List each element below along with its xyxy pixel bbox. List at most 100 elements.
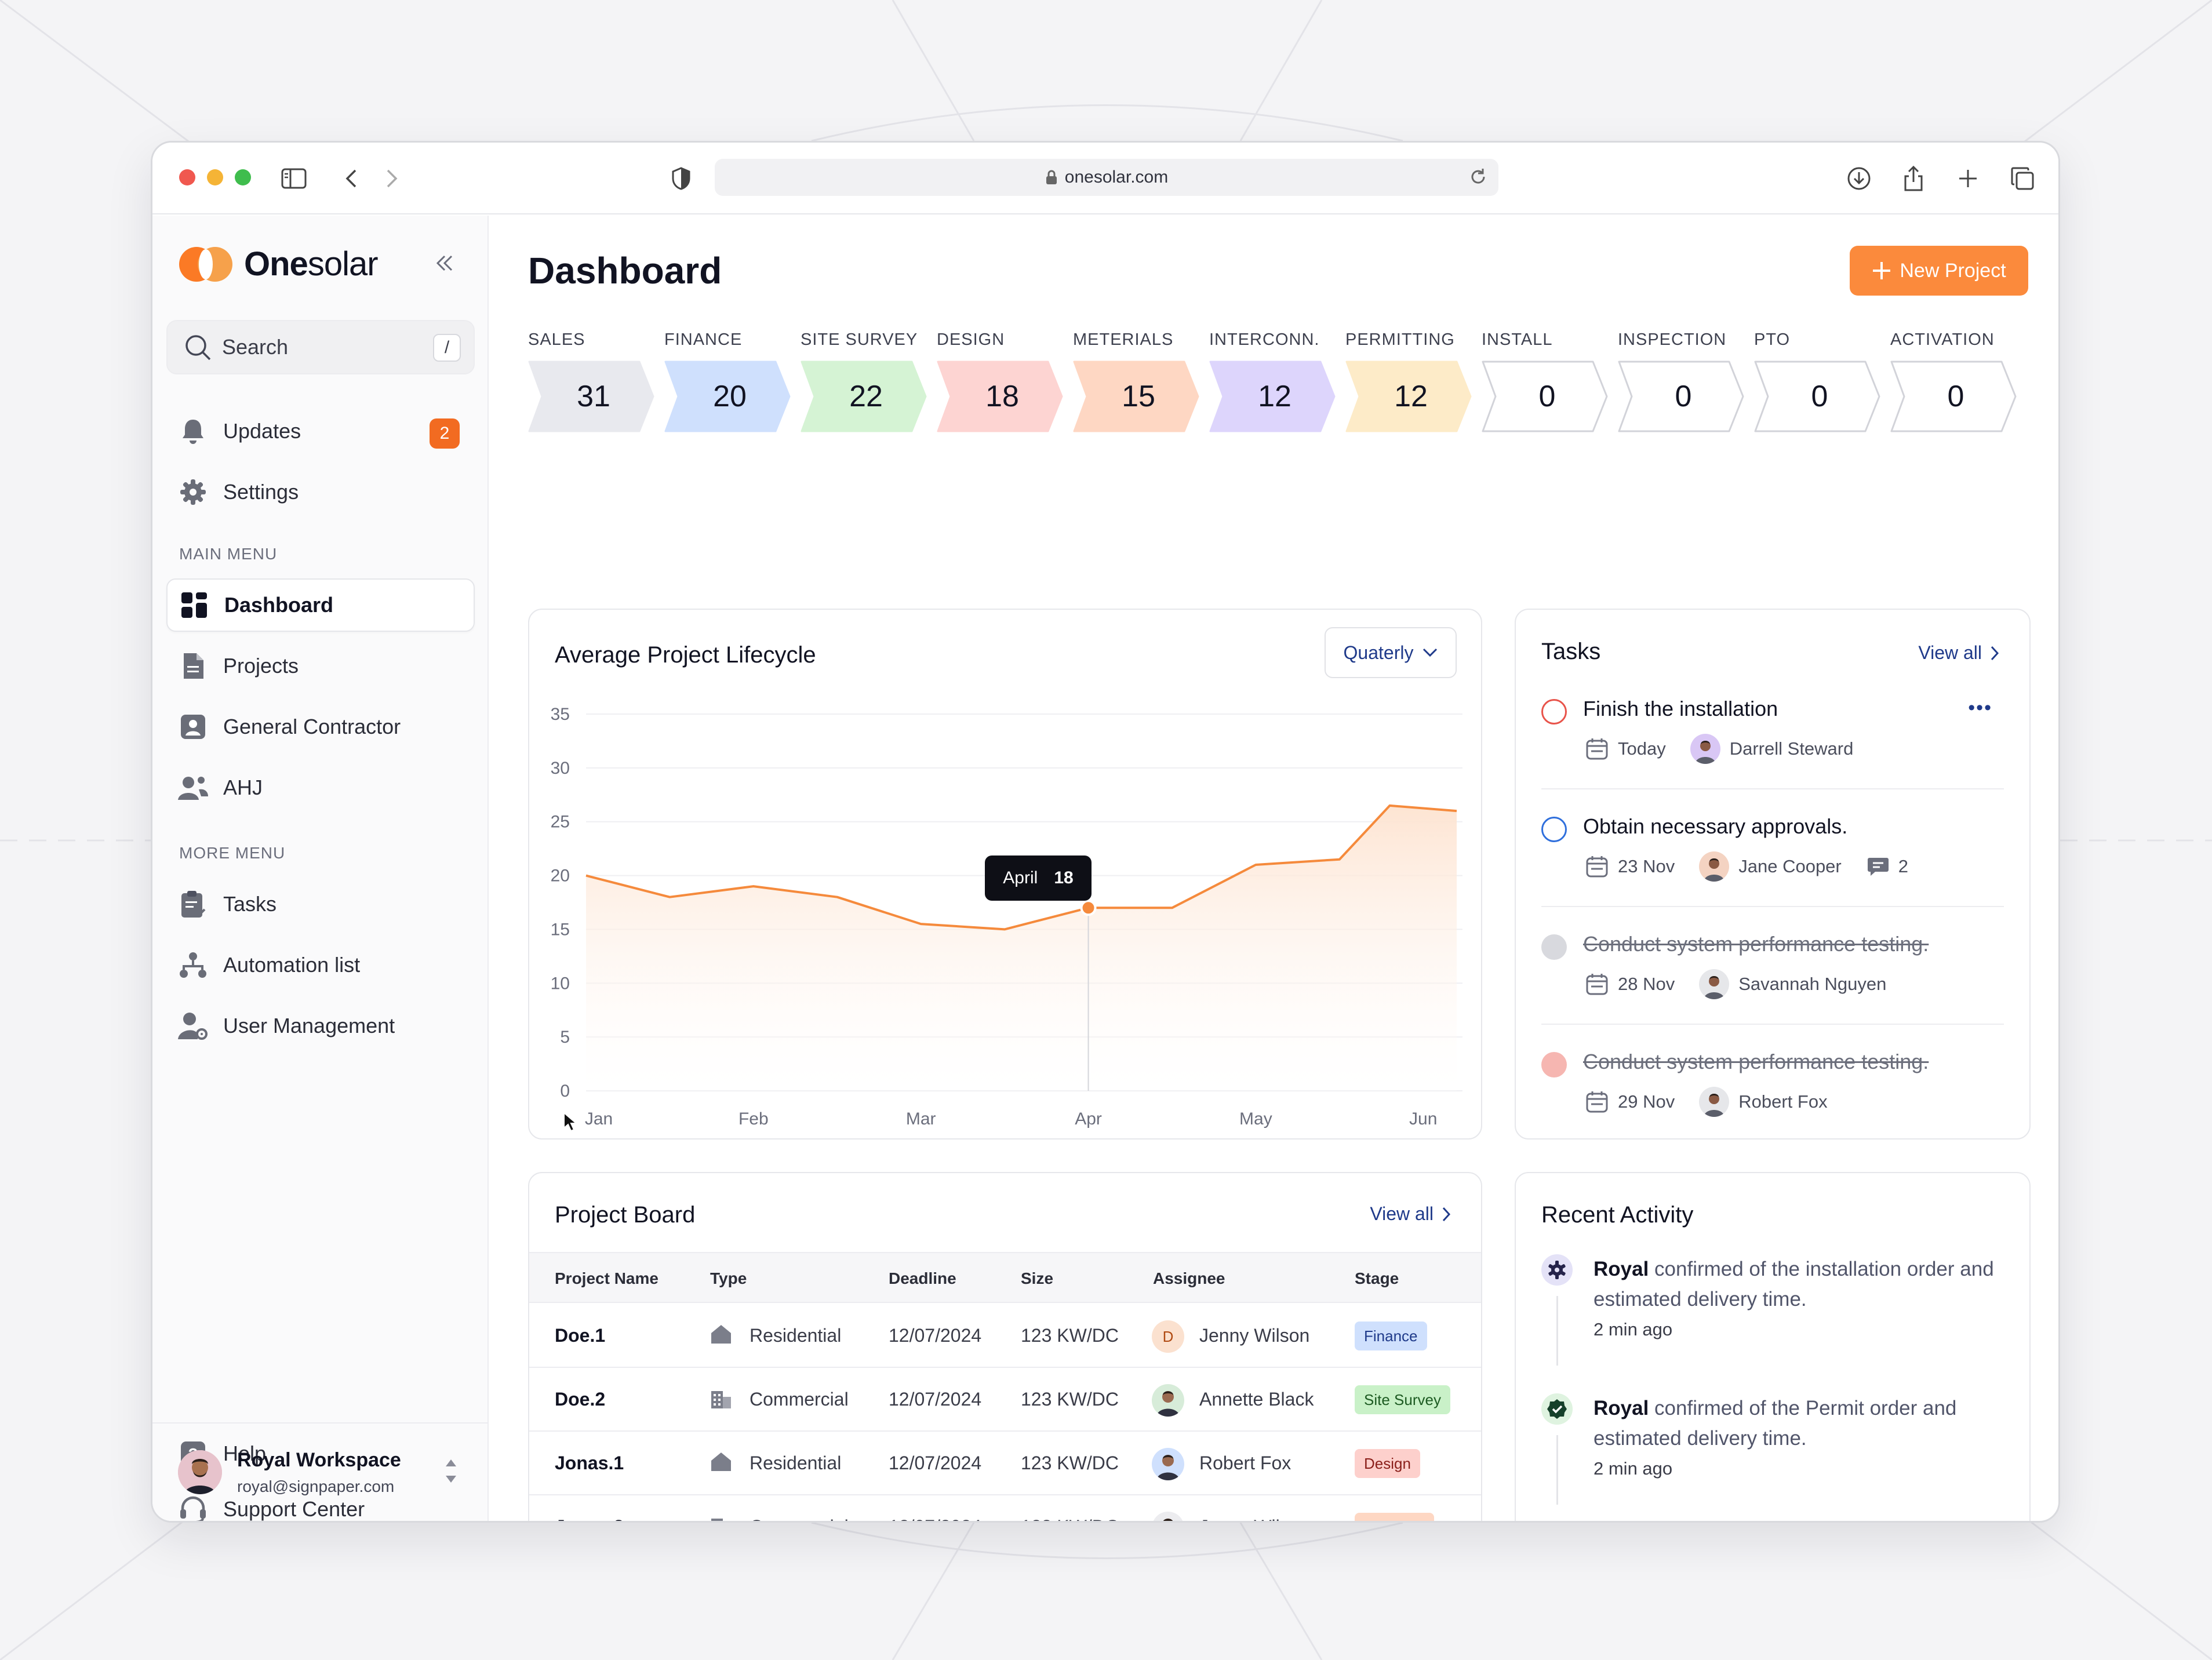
sidebar-item-label: Updates [223,419,301,443]
minimize-window-button[interactable] [207,169,223,185]
tasks-view-all-link[interactable]: View all [1918,642,1999,664]
sidebar-item-support-center[interactable]: Support Center [166,1483,475,1521]
maximize-window-button[interactable] [235,169,251,185]
workspace-switcher[interactable]: Royal Workspace royal@signpaper.com [152,1422,487,1521]
column-header[interactable]: Assignee [1153,1269,1225,1287]
building-icon [711,1519,723,1521]
new-tab-icon[interactable] [1955,166,1981,191]
lifecycle-chart-card: Average Project Lifecycle Quaterly 0 5 10 1… [528,609,1482,1140]
task-checkbox[interactable] [1541,699,1567,725]
project-name[interactable]: Jonas.1 [555,1452,624,1473]
sidebar-toggle-icon[interactable] [281,166,307,191]
sidebar-item-help[interactable]: ? Help [166,1427,475,1480]
stage-chevron[interactable] [1345,361,1473,432]
task-checkbox[interactable] [1541,934,1567,960]
stage-count: 15 [1122,380,1155,413]
column-header[interactable]: Deadline [889,1269,956,1287]
sidebar-item-updates[interactable]: Updates 2 [166,405,475,458]
task-checkbox[interactable] [1541,1052,1567,1077]
table-row[interactable]: Jonas.1 Residential 12/07/2024 123 KW/DC… [529,1432,1481,1495]
task-item[interactable]: Finish the installation ••• Today Darrel… [1541,697,2004,772]
close-window-button[interactable] [179,169,195,185]
stage-chevron[interactable] [1618,361,1745,432]
stage-chevron[interactable] [1209,361,1337,432]
avatar [1699,851,1730,882]
stage-chevron[interactable] [528,361,656,432]
forward-icon[interactable] [380,166,405,191]
x-tick-label: Apr [1075,1109,1102,1128]
stage-label: METERIALS [1073,330,1174,349]
task-checkbox[interactable] [1541,817,1567,842]
chevron-right-icon [1442,1207,1451,1221]
task-item[interactable]: Conduct system performance testing. 29 N… [1541,1050,2004,1125]
stage-chevron[interactable] [1754,361,1882,432]
project-name[interactable]: Doe.1 [555,1325,606,1346]
activity-item[interactable]: Royal confirmed of the Permit order and … [1541,1393,2004,1509]
clipboard-icon [178,889,208,919]
sidebar-item-projects[interactable]: Projects [166,639,475,693]
sidebar-item-general-contractor[interactable]: General Contractor [166,700,475,753]
stage-chevron[interactable] [1890,361,2018,432]
sidebar-item-user-management[interactable]: User Management [166,999,475,1053]
stage-count: 0 [1811,380,1828,413]
project-name[interactable]: Jonas.2 [555,1516,624,1521]
y-tick-label: 25 [551,813,570,832]
table-row[interactable]: Doe.1 Residential 12/07/2024 123 KW/DC D… [529,1304,1481,1368]
sidebar-item-ahj[interactable]: AHJ [166,761,475,814]
table-row[interactable]: Jonas.2 Commercial 12/07/2024 123 KW/DC … [529,1495,1481,1521]
tabs-overview-icon[interactable] [2010,166,2035,191]
task-title: Conduct system performance testing. [1583,1050,1929,1073]
project-deadline: 12/07/2024 [889,1516,981,1521]
stage-count: 0 [1947,380,1964,413]
project-deadline: 12/07/2024 [889,1389,982,1410]
stage-label: DESIGN [937,330,1005,349]
stage-count: 31 [577,380,610,413]
search-box[interactable]: Search / [166,320,475,374]
shield-icon[interactable] [668,166,694,191]
column-header[interactable]: Project Name [555,1269,658,1287]
stage-chevron[interactable] [664,361,792,432]
sidebar-item-dashboard[interactable]: Dashboard [166,578,475,632]
sidebar-item-tasks[interactable]: Tasks [166,878,475,931]
brand-logo[interactable]: Onesolar [178,245,379,283]
sidebar-item-automation-list[interactable]: Automation list [166,938,475,992]
task-item[interactable]: Conduct system performance testing. 28 N… [1541,932,2004,1007]
stage-chevron[interactable] [1482,361,1609,432]
column-header[interactable]: Size [1021,1269,1054,1287]
board-view-all-link[interactable]: View all [1370,1203,1451,1225]
column-header[interactable]: Type [710,1269,747,1287]
table-row[interactable]: Doe.2 Commercial 12/07/2024 123 KW/DC An… [529,1368,1481,1432]
activity-actor: Royal [1593,1258,1649,1280]
share-icon[interactable] [1901,166,1926,191]
stage-chevron[interactable] [937,361,1064,432]
onesolar-logo-icon [179,246,232,282]
collapse-sidebar-icon[interactable] [434,253,455,276]
main-content: Dashboard New Project SALES 31 FINANCE 20 SI… [489,216,2058,1521]
check-badge-icon [1541,1393,1573,1425]
task-title: Obtain necessary approvals. [1583,814,1848,838]
reload-icon[interactable] [1468,167,1488,187]
avatar [1690,734,1720,764]
download-icon[interactable] [1846,166,1872,191]
recent-activity-card: Recent Activity Royal confirmed of the i… [1515,1172,2031,1521]
main-menu-label: MAIN MENU [179,545,278,563]
task-item[interactable]: Obtain necessary approvals. 23 Nov Jane … [1541,814,2004,890]
type-icon [710,1451,732,1475]
stage-chevron[interactable] [1073,361,1200,432]
house-icon [711,1452,731,1471]
avatar [1699,969,1730,999]
stage-chevron[interactable] [801,361,928,432]
project-name[interactable]: Doe.2 [555,1389,606,1410]
activity-item[interactable]: Royal confirmed of the installation orde… [1541,1254,2004,1370]
new-project-label: New Project [1900,259,2006,282]
sidebar-item-settings[interactable]: Settings [166,465,475,519]
new-project-button[interactable]: New Project [1850,246,2028,296]
back-icon[interactable] [338,166,363,191]
address-bar[interactable]: onesolar.com [715,159,1498,196]
period-dropdown[interactable]: Quaterly [1325,627,1457,678]
more-options-icon[interactable]: ••• [1968,697,1992,719]
chevron-up-down-icon[interactable] [443,1456,459,1486]
project-board-title: Project Board [555,1202,696,1228]
column-header[interactable]: Stage [1355,1269,1399,1287]
task-date: 23 Nov [1618,856,1675,876]
